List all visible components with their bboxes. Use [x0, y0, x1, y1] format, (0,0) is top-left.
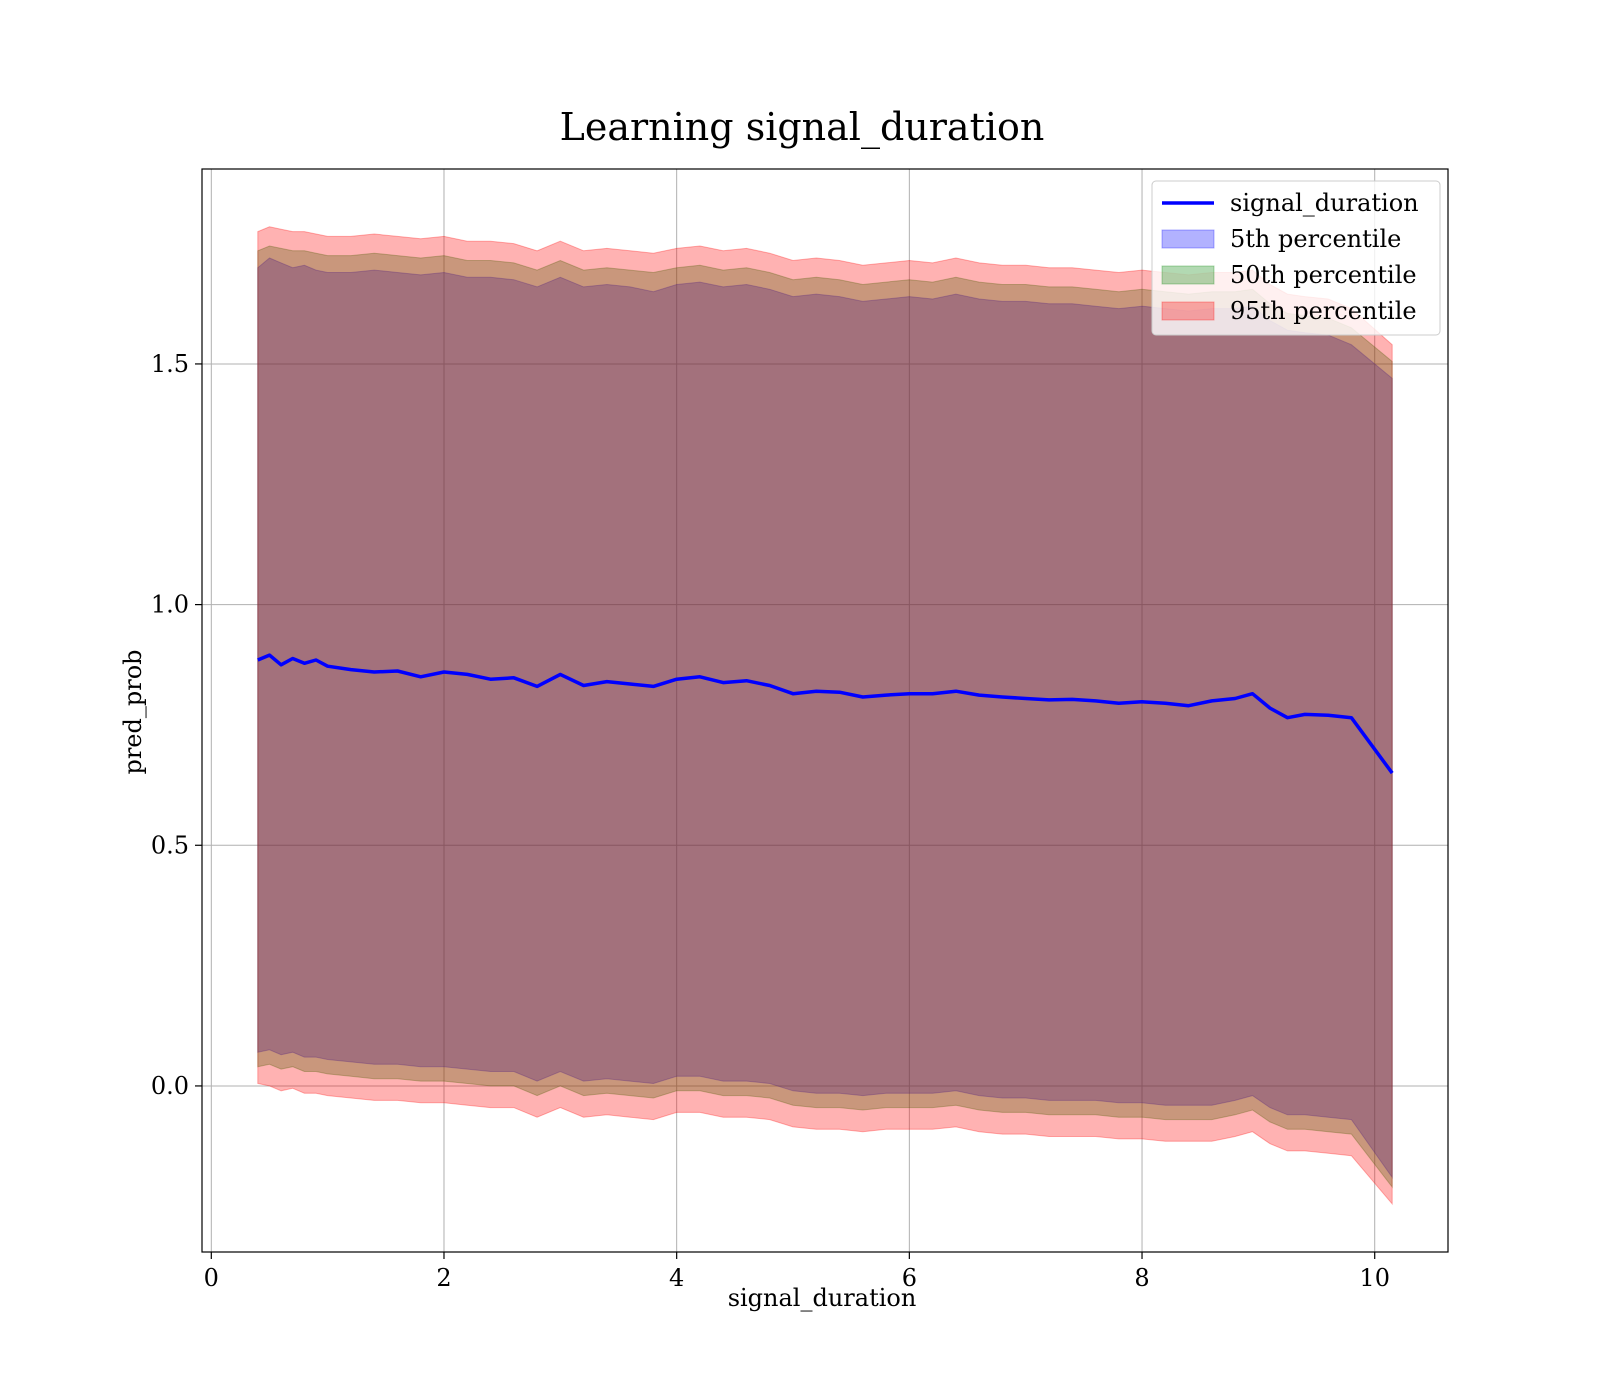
grid — [202, 169, 1448, 1252]
y-tick-label-2: 1.0 — [151, 591, 189, 619]
axis-ticks: 0 2 4 6 8 10 0.0 0.5 1.0 1.5 — [151, 350, 1390, 1292]
legend-label-5th-percentile: 5th percentile — [1230, 225, 1401, 253]
y-tick-label-0: 0.0 — [151, 1072, 189, 1100]
legend-swatch-95th-percentile — [1161, 301, 1215, 321]
x-tick-label-1: 2 — [436, 1264, 451, 1292]
legend-label-50th-percentile: 50th percentile — [1230, 261, 1417, 289]
band-95th-percentile — [257, 226, 1393, 1206]
band-5th-percentile — [257, 257, 1393, 1179]
legend: signal_duration 5th percentile 50th percen… — [1151, 180, 1441, 336]
x-tick-label-4: 8 — [1134, 1264, 1149, 1292]
y-axis-label: pred_prob — [119, 649, 147, 774]
x-tick-label-0: 0 — [204, 1264, 219, 1292]
legend-swatch-5th-percentile — [1161, 229, 1215, 249]
chart-title: Learning signal_duration — [560, 105, 1045, 150]
x-tick-label-5: 10 — [1359, 1264, 1390, 1292]
plot-frame — [201, 168, 1449, 1253]
legend-swatch-50th-percentile — [1161, 265, 1215, 285]
y-tick-label-1: 0.5 — [151, 831, 189, 859]
legend-box — [1151, 180, 1441, 336]
x-axis-label: signal_duration — [728, 1284, 917, 1312]
x-tick-label-2: 4 — [669, 1264, 684, 1292]
legend-label-signal-duration: signal_duration — [1230, 189, 1419, 217]
series-line-layer — [257, 653, 1394, 775]
series-line-signal-duration — [257, 653, 1394, 775]
legend-label-95th-percentile: 95th percentile — [1230, 297, 1417, 325]
y-tick-label-3: 1.5 — [151, 350, 189, 378]
x-tick-label-3: 6 — [902, 1264, 917, 1292]
percentile-bands — [257, 226, 1393, 1206]
band-50th-percentile — [257, 245, 1393, 1189]
